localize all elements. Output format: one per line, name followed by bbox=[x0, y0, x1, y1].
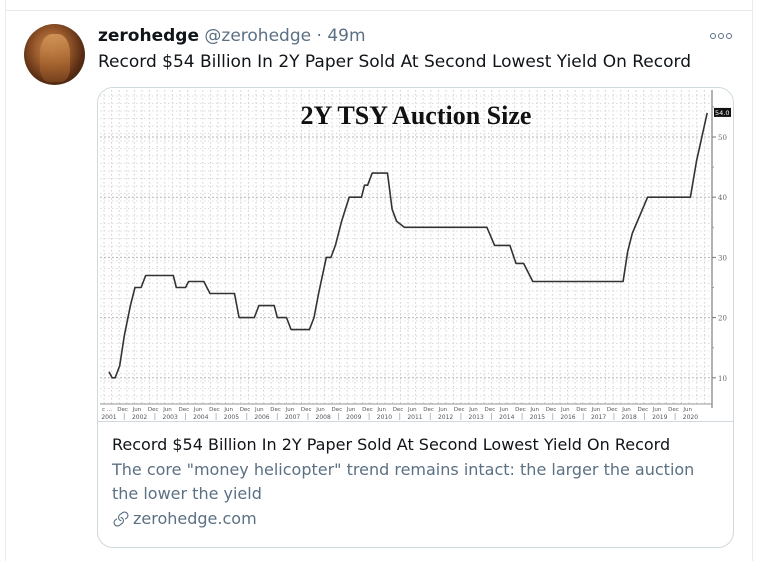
card-domain-link[interactable]: zerohedge.com bbox=[112, 508, 722, 530]
svg-text:Jun: Jun bbox=[682, 407, 692, 413]
card-description: The core "money helicopter" trend remain… bbox=[112, 460, 695, 503]
svg-text:Jun: Jun bbox=[254, 407, 264, 413]
svg-text:2004: 2004 bbox=[193, 414, 208, 421]
svg-text:2014: 2014 bbox=[499, 414, 514, 421]
svg-text:2007: 2007 bbox=[285, 414, 300, 421]
svg-text:Jun: Jun bbox=[499, 407, 509, 413]
svg-text:2006: 2006 bbox=[254, 414, 269, 421]
timeline-column bbox=[5, 0, 753, 561]
svg-text:2Y TSY Auction Size: 2Y TSY Auction Size bbox=[301, 101, 532, 130]
svg-text:Jun: Jun bbox=[560, 407, 570, 413]
svg-text:2012: 2012 bbox=[438, 414, 453, 421]
svg-text:Jun: Jun bbox=[468, 407, 478, 413]
svg-text:Dec: Dec bbox=[607, 407, 618, 413]
svg-text:2015: 2015 bbox=[530, 414, 545, 421]
svg-text:Jun: Jun bbox=[162, 407, 172, 413]
svg-text:Jun: Jun bbox=[285, 407, 295, 413]
svg-text:Dec: Dec bbox=[515, 407, 526, 413]
svg-text:Dec: Dec bbox=[209, 407, 220, 413]
svg-text:Jun: Jun bbox=[407, 407, 417, 413]
svg-text:Dec: Dec bbox=[117, 407, 128, 413]
line-chart: 10 20 30 40 50 54.0 2Y TSY Auction Size 2001 200… bbox=[100, 90, 731, 421]
svg-text:54.0: 54.0 bbox=[715, 109, 729, 117]
more-options-icon[interactable] bbox=[710, 30, 734, 42]
avatar[interactable] bbox=[24, 24, 85, 85]
svg-text:Jun: Jun bbox=[376, 407, 386, 413]
card-domain: zerohedge.com bbox=[133, 509, 257, 528]
svg-text:20: 20 bbox=[718, 315, 727, 323]
svg-text:30: 30 bbox=[718, 254, 727, 262]
svg-text:2005: 2005 bbox=[224, 414, 239, 421]
svg-text:Dec: Dec bbox=[362, 407, 373, 413]
svg-text:Jun: Jun bbox=[591, 407, 601, 413]
avatar-image bbox=[40, 34, 70, 82]
svg-text:Dec: Dec bbox=[668, 407, 679, 413]
svg-text:40: 40 bbox=[718, 194, 727, 202]
svg-text:2009: 2009 bbox=[346, 414, 361, 421]
svg-text:Dec: Dec bbox=[546, 407, 557, 413]
svg-text:Dec: Dec bbox=[423, 407, 434, 413]
svg-text:Jun: Jun bbox=[132, 407, 142, 413]
card-title: Record $54 Billion In 2Y Paper Sold At S… bbox=[112, 435, 671, 454]
svg-text:2016: 2016 bbox=[560, 414, 575, 421]
svg-text:Dec: Dec bbox=[301, 407, 312, 413]
svg-text:Jun: Jun bbox=[529, 407, 539, 413]
user-handle[interactable]: @zerohedge bbox=[204, 26, 312, 46]
link-card[interactable]: 10 20 30 40 50 54.0 2Y TSY Auction Size 2001 200… bbox=[97, 87, 734, 548]
svg-text:Dec: Dec bbox=[454, 407, 465, 413]
svg-text:Dec: Dec bbox=[638, 407, 649, 413]
timestamp[interactable]: 49m bbox=[327, 26, 366, 46]
svg-text:2001: 2001 bbox=[101, 414, 116, 421]
tweet-text: Record $54 Billion In 2Y Paper Sold At S… bbox=[98, 52, 691, 72]
svg-text:50: 50 bbox=[718, 134, 727, 142]
tweet-header: zerohedge @zerohedge · 49m bbox=[98, 26, 366, 46]
divider bbox=[5, 10, 753, 11]
svg-text:c ...: c ... bbox=[102, 407, 112, 413]
svg-text:2013: 2013 bbox=[469, 414, 484, 421]
svg-text:2020: 2020 bbox=[683, 414, 698, 421]
svg-text:Jun: Jun bbox=[193, 407, 203, 413]
svg-text:Jun: Jun bbox=[223, 407, 233, 413]
card-body: Record $54 Billion In 2Y Paper Sold At S… bbox=[112, 434, 722, 530]
svg-text:Dec: Dec bbox=[270, 407, 281, 413]
chart-image: 10 20 30 40 50 54.0 2Y TSY Auction Size 2001 200… bbox=[98, 88, 733, 422]
svg-text:2017: 2017 bbox=[591, 414, 606, 421]
svg-text:2008: 2008 bbox=[316, 414, 331, 421]
svg-text:2010: 2010 bbox=[377, 414, 392, 421]
svg-text:10: 10 bbox=[718, 375, 727, 383]
svg-text:Dec: Dec bbox=[393, 407, 404, 413]
separator-dot: · bbox=[316, 26, 322, 46]
svg-text:2003: 2003 bbox=[163, 414, 178, 421]
svg-text:Dec: Dec bbox=[240, 407, 251, 413]
svg-text:Jun: Jun bbox=[315, 407, 325, 413]
svg-text:2011: 2011 bbox=[407, 414, 422, 421]
svg-text:Dec: Dec bbox=[576, 407, 587, 413]
svg-text:Jun: Jun bbox=[438, 407, 448, 413]
display-name[interactable]: zerohedge bbox=[98, 26, 199, 46]
svg-text:2018: 2018 bbox=[622, 414, 637, 421]
svg-text:Jun: Jun bbox=[652, 407, 662, 413]
svg-text:Dec: Dec bbox=[148, 407, 159, 413]
svg-text:2019: 2019 bbox=[652, 414, 667, 421]
svg-text:Dec: Dec bbox=[485, 407, 496, 413]
svg-text:Jun: Jun bbox=[621, 407, 631, 413]
svg-text:Jun: Jun bbox=[346, 407, 356, 413]
svg-text:Dec: Dec bbox=[332, 407, 343, 413]
svg-text:2002: 2002 bbox=[132, 414, 147, 421]
svg-text:Dec: Dec bbox=[179, 407, 190, 413]
link-icon bbox=[113, 511, 129, 527]
